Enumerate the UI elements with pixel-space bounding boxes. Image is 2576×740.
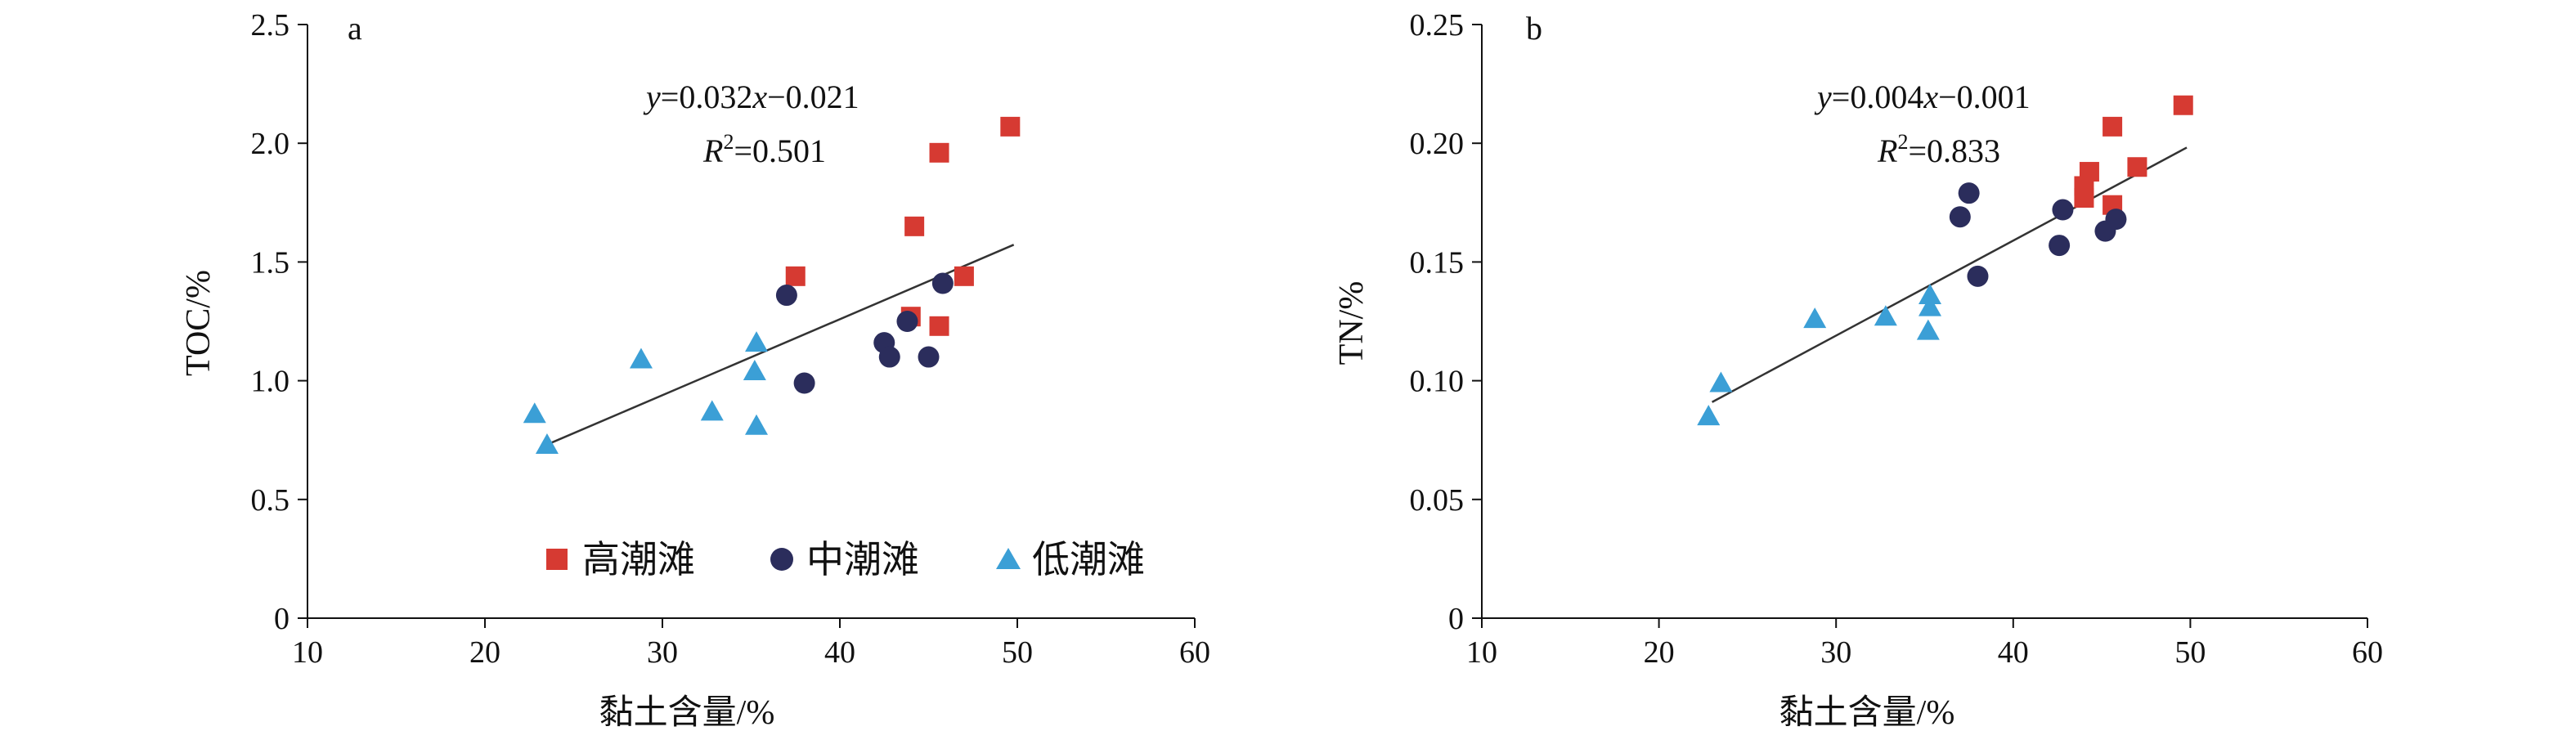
panel-b-xlabel: 黏土含量/% bbox=[1779, 694, 1955, 732]
panel-b-ylabel: TN/% bbox=[1333, 281, 1371, 366]
eq-body: =0.032 bbox=[661, 78, 753, 115]
y-tick-label: 0.15 bbox=[1410, 245, 1465, 280]
mid-tide-point bbox=[793, 372, 815, 394]
eq-y: y bbox=[643, 78, 661, 115]
y-tick-label: 1.0 bbox=[251, 365, 290, 399]
low-tide-point bbox=[1709, 371, 1733, 392]
low-tide-point bbox=[1697, 405, 1721, 426]
high-tide-point bbox=[1000, 116, 1021, 137]
legend-low-marker bbox=[996, 548, 1021, 569]
mid-tide-point bbox=[1949, 206, 1971, 228]
x-tick-label: 40 bbox=[824, 635, 855, 670]
panel-b-r-squared: R2=0.833 bbox=[1877, 130, 2000, 169]
mid-tide-point bbox=[878, 346, 900, 368]
x-tick-label: 60 bbox=[2352, 635, 2383, 670]
high-tide-point bbox=[2173, 95, 2193, 115]
low-tide-point bbox=[1918, 284, 1941, 305]
legend-mid-marker bbox=[770, 548, 793, 571]
mid-tide-point bbox=[896, 311, 918, 332]
x-tick-label: 50 bbox=[2174, 635, 2206, 670]
mid-tide-point bbox=[1958, 182, 1980, 204]
high-tide-point bbox=[2074, 187, 2094, 208]
r2-r: R bbox=[1877, 132, 1897, 169]
y-tick-label: 0.20 bbox=[1410, 127, 1465, 161]
x-tick-label: 10 bbox=[292, 635, 323, 670]
mid-tide-point bbox=[1967, 265, 1989, 287]
mid-tide-point bbox=[2094, 220, 2116, 242]
high-tide-point bbox=[929, 142, 949, 163]
mid-tide-point bbox=[918, 346, 940, 368]
low-tide-point bbox=[700, 400, 724, 421]
y-tick-label: 0 bbox=[274, 602, 289, 636]
high-tide-point bbox=[904, 216, 925, 236]
mid-tide-point bbox=[931, 272, 954, 294]
x-tick-label: 10 bbox=[1466, 635, 1497, 670]
low-tide-point bbox=[1803, 307, 1827, 329]
legend-mid-label: 中潮滩 bbox=[806, 539, 919, 581]
low-tide-point bbox=[745, 331, 769, 352]
high-tide-point bbox=[2103, 116, 2123, 137]
y-tick-label: 2.5 bbox=[251, 8, 290, 43]
eq-rest: −0.001 bbox=[1938, 78, 2031, 115]
high-tide-point bbox=[929, 316, 949, 336]
eq-y: y bbox=[1814, 78, 1832, 115]
legend-high-label: 高潮滩 bbox=[582, 539, 695, 581]
r2-val: =0.501 bbox=[734, 132, 826, 169]
eq-x: x bbox=[752, 78, 767, 115]
panel-b-tn-scatter: b y=0.004x−0.001 R2=0.833 TN/% 黏土含量/% 10… bbox=[1333, 8, 2383, 732]
legend-low-label: 低潮滩 bbox=[1032, 539, 1145, 581]
low-tide-point bbox=[1918, 295, 1941, 316]
panel-a-ylabel: TOC/% bbox=[180, 270, 218, 376]
low-tide-point bbox=[535, 433, 559, 455]
panel-a-letter: a bbox=[348, 10, 362, 47]
mid-tide-point bbox=[2052, 199, 2074, 221]
panel-a-xlabel: 黏土含量/% bbox=[599, 694, 775, 732]
r2-r: R bbox=[702, 132, 723, 169]
x-tick-label: 20 bbox=[1644, 635, 1675, 670]
y-tick-label: 2.0 bbox=[251, 127, 290, 161]
legend: 高潮滩 中潮滩 低潮滩 bbox=[546, 539, 1145, 581]
low-tide-point bbox=[523, 402, 546, 424]
x-tick-label: 30 bbox=[647, 635, 678, 670]
y-tick-label: 0 bbox=[1448, 602, 1464, 636]
eq-body: =0.004 bbox=[1832, 78, 1924, 115]
high-tide-point bbox=[2127, 157, 2147, 177]
panel-a-r-squared: R2=0.501 bbox=[702, 130, 826, 169]
y-tick-label: 0.10 bbox=[1410, 365, 1465, 399]
r2-sup: 2 bbox=[1897, 130, 1908, 154]
eq-x: x bbox=[1923, 78, 1938, 115]
y-tick-label: 0.25 bbox=[1410, 8, 1465, 43]
legend-high-marker bbox=[546, 549, 568, 570]
panel-a-equation: y=0.032x−0.021 bbox=[643, 78, 859, 115]
x-tick-label: 60 bbox=[1179, 635, 1210, 670]
r2-val: =0.833 bbox=[1908, 132, 2000, 169]
high-tide-point bbox=[785, 266, 806, 286]
panel-b-letter: b bbox=[1526, 10, 1542, 47]
high-tide-point bbox=[954, 266, 974, 286]
low-tide-point bbox=[1916, 319, 1940, 340]
low-tide-point bbox=[745, 414, 769, 435]
y-tick-label: 0.05 bbox=[1410, 483, 1465, 518]
low-tide-point bbox=[629, 348, 653, 369]
panel-a-toc-scatter: a y=0.032x−0.021 R2=0.501 TOC/% 黏土含量/% 高… bbox=[180, 8, 1210, 732]
mid-tide-point bbox=[775, 285, 797, 307]
x-tick-label: 40 bbox=[1998, 635, 2029, 670]
mid-tide-point bbox=[2049, 235, 2071, 257]
panel-b-equation: y=0.004x−0.001 bbox=[1814, 78, 2031, 115]
eq-rest: −0.021 bbox=[767, 78, 859, 115]
regression-line bbox=[1711, 146, 2188, 403]
x-tick-label: 20 bbox=[469, 635, 500, 670]
r2-sup: 2 bbox=[723, 130, 734, 154]
x-tick-label: 30 bbox=[1820, 635, 1851, 670]
x-tick-label: 50 bbox=[1002, 635, 1033, 670]
y-tick-label: 0.5 bbox=[251, 483, 290, 518]
low-tide-point bbox=[743, 359, 766, 380]
y-tick-label: 1.5 bbox=[251, 245, 290, 280]
low-tide-point bbox=[1874, 305, 1897, 326]
